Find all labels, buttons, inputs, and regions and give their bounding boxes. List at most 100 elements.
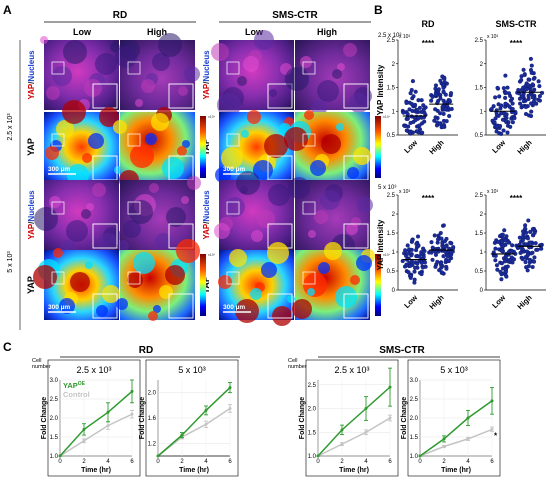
b-ytick-label: 2.5 [387, 38, 396, 44]
b-ytick-label: 1 [480, 250, 484, 256]
b-point [404, 262, 409, 267]
b-point [433, 92, 438, 97]
stain-yap: YAP [27, 83, 36, 99]
texture-blob [318, 262, 330, 274]
c-point [130, 412, 134, 416]
texture-blob [241, 130, 249, 138]
b-point [502, 228, 507, 233]
c-plot-frame [47, 359, 141, 477]
b-point [414, 107, 419, 112]
stain-sep: / [202, 81, 211, 84]
b-point [442, 76, 447, 81]
b-xcat: Low [402, 293, 419, 310]
texture-blob [46, 86, 60, 100]
c-title: 5 x 10³ [440, 365, 468, 375]
texture-blob [257, 210, 275, 228]
texture-blob [268, 184, 290, 206]
c-ytick-label: 1.5 [410, 435, 419, 441]
texture-blob [81, 209, 91, 219]
b-ytick-label: 0 [480, 288, 484, 294]
b-point [532, 255, 537, 260]
b-point [408, 274, 414, 279]
texture-blob [66, 220, 88, 242]
b-point [402, 124, 408, 129]
b-point [500, 117, 506, 122]
inset-box [92, 223, 118, 249]
inset-box [267, 83, 293, 109]
b-point [521, 67, 526, 72]
texture-blob [346, 223, 358, 235]
b-point [523, 104, 528, 110]
scalebar-label: 300 µm [48, 304, 70, 311]
texture-blob [113, 120, 127, 134]
stain-sep: / [202, 221, 211, 224]
c-group-rd: RD [139, 345, 153, 356]
texture-blob [127, 272, 143, 288]
c-xlabel: Time (hr) [339, 467, 369, 474]
c-group-sms: SMS-CTR [379, 345, 425, 356]
texture-blob [59, 298, 75, 314]
b-point [529, 113, 534, 119]
b-point [494, 124, 499, 129]
b-point [528, 56, 533, 61]
colorbar [375, 254, 381, 316]
b-point [436, 87, 441, 92]
b-point [504, 115, 509, 120]
b-point [441, 98, 446, 103]
texture-blob [217, 93, 241, 117]
texture-blob [165, 265, 185, 285]
c-ytick-label: 1.0 [308, 454, 317, 460]
c-point [490, 399, 494, 403]
b-point [524, 265, 529, 270]
c-point [340, 428, 344, 432]
b-point [433, 252, 438, 257]
b-point [440, 263, 445, 269]
b-point [523, 255, 528, 260]
c-cell-number: Cell [288, 358, 297, 364]
b-point [521, 99, 526, 104]
texture-blob [159, 285, 173, 299]
c-xtick-label: 4 [106, 459, 110, 465]
texture-blob [264, 134, 288, 158]
texture-blob [211, 43, 229, 61]
b-point [423, 105, 428, 110]
texture-blob [254, 30, 274, 50]
c-cell-number: number [288, 364, 307, 370]
texture-blob [158, 33, 182, 57]
c-point [82, 427, 86, 431]
texture-blob [123, 220, 141, 238]
b-group-sms: SMS-CTR [496, 19, 537, 29]
b-ytick-label: 1 [480, 109, 484, 115]
texture-blob [272, 306, 292, 326]
b-ytick-label: 1.5 [475, 86, 484, 92]
b-point [523, 260, 528, 265]
texture-blob [45, 146, 59, 160]
b-point [447, 98, 452, 103]
texture-blob [151, 113, 169, 131]
texture-blob [40, 36, 48, 44]
colorbar-exp: x10⁴ [208, 253, 216, 257]
roi-box [302, 133, 316, 147]
roi-box [302, 201, 316, 215]
b-point [430, 94, 435, 99]
texture-blob [116, 298, 128, 310]
c-ytick-label: 2.0 [50, 416, 59, 422]
b-point [520, 94, 525, 99]
scalebar-label: 300 µm [223, 166, 245, 173]
b-point [417, 123, 422, 128]
c-point [466, 416, 470, 420]
b-point [405, 243, 410, 248]
b-point [537, 84, 542, 89]
b-group-rd: RD [422, 19, 435, 29]
b-point [419, 260, 424, 265]
b-xcat: High [515, 138, 533, 156]
b-point [493, 246, 498, 251]
b-point [509, 96, 515, 101]
stain-yap: YAP [27, 223, 36, 239]
b-point [530, 264, 535, 270]
c-series-control [157, 407, 231, 457]
b-point [435, 237, 441, 242]
b-point [432, 233, 437, 238]
b-point [527, 257, 533, 262]
c-point [316, 454, 320, 458]
